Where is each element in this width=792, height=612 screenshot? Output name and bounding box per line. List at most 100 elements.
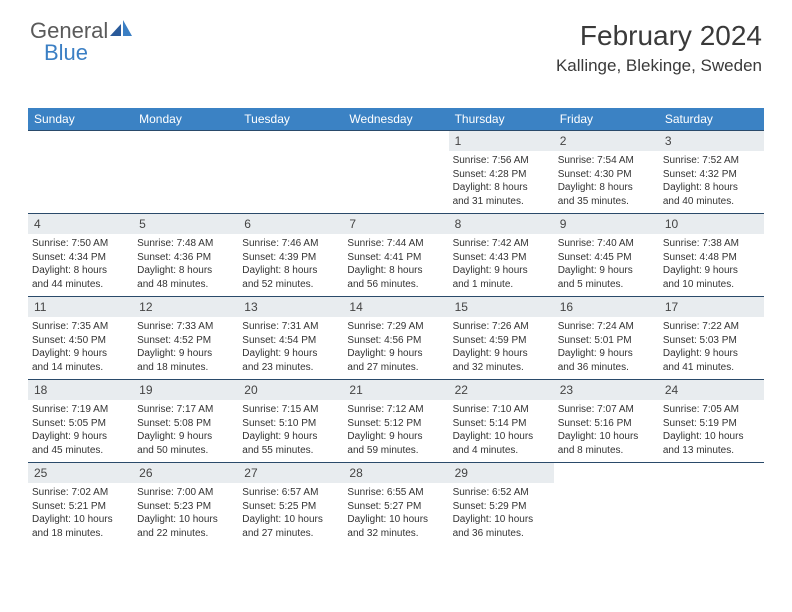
day-cell: 10Sunrise: 7:38 AMSunset: 4:48 PMDayligh… — [659, 214, 764, 296]
day-details: Sunrise: 7:56 AMSunset: 4:28 PMDaylight:… — [449, 151, 554, 212]
day-cell: 25Sunrise: 7:02 AMSunset: 5:21 PMDayligh… — [28, 463, 133, 545]
sunrise-line: Sunrise: 7:35 AM — [32, 320, 129, 334]
day-cell: . — [238, 131, 343, 213]
daylight-line-2: and 36 minutes. — [558, 361, 655, 375]
daylight-line-1: Daylight: 9 hours — [242, 430, 339, 444]
sunset-line: Sunset: 5:23 PM — [137, 500, 234, 514]
sunrise-line: Sunrise: 7:56 AM — [453, 154, 550, 168]
daylight-line-2: and 45 minutes. — [32, 444, 129, 458]
header: February 2024 Kallinge, Blekinge, Sweden — [556, 20, 762, 76]
daylight-line-1: Daylight: 9 hours — [558, 264, 655, 278]
day-details: Sunrise: 7:52 AMSunset: 4:32 PMDaylight:… — [659, 151, 764, 212]
sunset-line: Sunset: 5:10 PM — [242, 417, 339, 431]
day-details: Sunrise: 7:17 AMSunset: 5:08 PMDaylight:… — [133, 400, 238, 461]
day-details: Sunrise: 7:29 AMSunset: 4:56 PMDaylight:… — [343, 317, 448, 378]
day-cell: 21Sunrise: 7:12 AMSunset: 5:12 PMDayligh… — [343, 380, 448, 462]
daylight-line-1: Daylight: 9 hours — [663, 347, 760, 361]
day-number: 3 — [659, 131, 764, 151]
daylight-line-1: Daylight: 9 hours — [137, 347, 234, 361]
sunrise-line: Sunrise: 7:40 AM — [558, 237, 655, 251]
weekday-header: Monday — [133, 108, 238, 130]
daylight-line-2: and 41 minutes. — [663, 361, 760, 375]
daylight-line-2: and 27 minutes. — [347, 361, 444, 375]
day-details: Sunrise: 7:31 AMSunset: 4:54 PMDaylight:… — [238, 317, 343, 378]
day-details: Sunrise: 7:02 AMSunset: 5:21 PMDaylight:… — [28, 483, 133, 544]
day-number: 14 — [343, 297, 448, 317]
day-number: 17 — [659, 297, 764, 317]
day-details: Sunrise: 7:38 AMSunset: 4:48 PMDaylight:… — [659, 234, 764, 295]
sunset-line: Sunset: 4:59 PM — [453, 334, 550, 348]
weekday-header: Sunday — [28, 108, 133, 130]
day-cell: 27Sunrise: 6:57 AMSunset: 5:25 PMDayligh… — [238, 463, 343, 545]
sunrise-line: Sunrise: 7:44 AM — [347, 237, 444, 251]
day-details: Sunrise: 7:15 AMSunset: 5:10 PMDaylight:… — [238, 400, 343, 461]
sunset-line: Sunset: 5:14 PM — [453, 417, 550, 431]
day-number: 15 — [449, 297, 554, 317]
daylight-line-2: and 52 minutes. — [242, 278, 339, 292]
sunrise-line: Sunrise: 7:29 AM — [347, 320, 444, 334]
sunset-line: Sunset: 4:41 PM — [347, 251, 444, 265]
day-details: Sunrise: 7:26 AMSunset: 4:59 PMDaylight:… — [449, 317, 554, 378]
sunset-line: Sunset: 4:45 PM — [558, 251, 655, 265]
sunrise-line: Sunrise: 7:54 AM — [558, 154, 655, 168]
day-number: 9 — [554, 214, 659, 234]
day-cell: 29Sunrise: 6:52 AMSunset: 5:29 PMDayligh… — [449, 463, 554, 545]
week-row: 11Sunrise: 7:35 AMSunset: 4:50 PMDayligh… — [28, 296, 764, 379]
day-number: 26 — [133, 463, 238, 483]
day-cell: 24Sunrise: 7:05 AMSunset: 5:19 PMDayligh… — [659, 380, 764, 462]
day-number: 8 — [449, 214, 554, 234]
day-number: 27 — [238, 463, 343, 483]
day-details: Sunrise: 7:05 AMSunset: 5:19 PMDaylight:… — [659, 400, 764, 461]
day-cell: . — [554, 463, 659, 545]
day-cell: 26Sunrise: 7:00 AMSunset: 5:23 PMDayligh… — [133, 463, 238, 545]
daylight-line-1: Daylight: 9 hours — [137, 430, 234, 444]
daylight-line-1: Daylight: 8 hours — [242, 264, 339, 278]
daylight-line-2: and 8 minutes. — [558, 444, 655, 458]
daylight-line-1: Daylight: 9 hours — [32, 347, 129, 361]
weekday-header: Friday — [554, 108, 659, 130]
daylight-line-2: and 55 minutes. — [242, 444, 339, 458]
sunrise-line: Sunrise: 7:46 AM — [242, 237, 339, 251]
day-details: Sunrise: 7:22 AMSunset: 5:03 PMDaylight:… — [659, 317, 764, 378]
day-number: 2 — [554, 131, 659, 151]
day-details: Sunrise: 6:52 AMSunset: 5:29 PMDaylight:… — [449, 483, 554, 544]
day-cell: 2Sunrise: 7:54 AMSunset: 4:30 PMDaylight… — [554, 131, 659, 213]
day-details: Sunrise: 7:12 AMSunset: 5:12 PMDaylight:… — [343, 400, 448, 461]
day-details: Sunrise: 7:00 AMSunset: 5:23 PMDaylight:… — [133, 483, 238, 544]
daylight-line-1: Daylight: 9 hours — [242, 347, 339, 361]
day-number: 16 — [554, 297, 659, 317]
daylight-line-2: and 5 minutes. — [558, 278, 655, 292]
daylight-line-1: Daylight: 10 hours — [242, 513, 339, 527]
day-cell: 23Sunrise: 7:07 AMSunset: 5:16 PMDayligh… — [554, 380, 659, 462]
sunset-line: Sunset: 4:56 PM — [347, 334, 444, 348]
sunrise-line: Sunrise: 7:07 AM — [558, 403, 655, 417]
daylight-line-1: Daylight: 10 hours — [558, 430, 655, 444]
day-cell: 9Sunrise: 7:40 AMSunset: 4:45 PMDaylight… — [554, 214, 659, 296]
day-details: Sunrise: 7:40 AMSunset: 4:45 PMDaylight:… — [554, 234, 659, 295]
sunset-line: Sunset: 4:30 PM — [558, 168, 655, 182]
sunrise-line: Sunrise: 7:38 AM — [663, 237, 760, 251]
sunrise-line: Sunrise: 7:33 AM — [137, 320, 234, 334]
day-number: 4 — [28, 214, 133, 234]
day-number: 7 — [343, 214, 448, 234]
sunrise-line: Sunrise: 7:24 AM — [558, 320, 655, 334]
sunrise-line: Sunrise: 7:10 AM — [453, 403, 550, 417]
day-cell: 8Sunrise: 7:42 AMSunset: 4:43 PMDaylight… — [449, 214, 554, 296]
sunrise-line: Sunrise: 7:42 AM — [453, 237, 550, 251]
day-cell: 5Sunrise: 7:48 AMSunset: 4:36 PMDaylight… — [133, 214, 238, 296]
sunrise-line: Sunrise: 6:52 AM — [453, 486, 550, 500]
day-cell: 6Sunrise: 7:46 AMSunset: 4:39 PMDaylight… — [238, 214, 343, 296]
day-cell: . — [659, 463, 764, 545]
daylight-line-2: and 10 minutes. — [663, 278, 760, 292]
location: Kallinge, Blekinge, Sweden — [556, 56, 762, 76]
day-details: Sunrise: 7:42 AMSunset: 4:43 PMDaylight:… — [449, 234, 554, 295]
sunset-line: Sunset: 5:08 PM — [137, 417, 234, 431]
sunset-line: Sunset: 5:05 PM — [32, 417, 129, 431]
day-cell: 17Sunrise: 7:22 AMSunset: 5:03 PMDayligh… — [659, 297, 764, 379]
sunset-line: Sunset: 4:32 PM — [663, 168, 760, 182]
day-cell: . — [343, 131, 448, 213]
sunrise-line: Sunrise: 7:00 AM — [137, 486, 234, 500]
sunrise-line: Sunrise: 7:17 AM — [137, 403, 234, 417]
day-number: 11 — [28, 297, 133, 317]
daylight-line-2: and 1 minute. — [453, 278, 550, 292]
